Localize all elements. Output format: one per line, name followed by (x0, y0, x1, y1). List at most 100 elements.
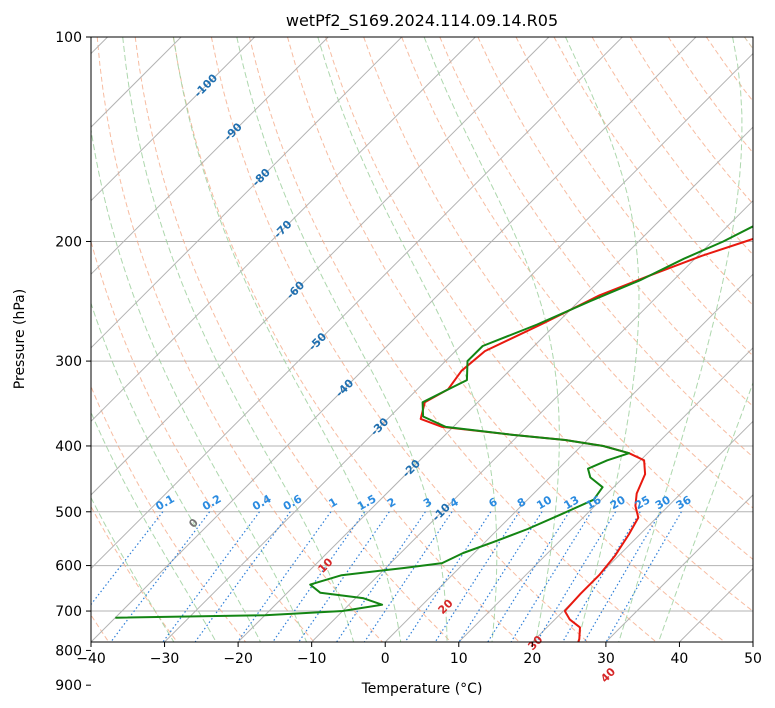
y-tick-label: 200 (55, 234, 82, 250)
isotherm (384, 273, 753, 642)
chart-title: wetPf2_S169.2024.114.09.14.R05 (286, 11, 558, 31)
mixing-ratio-label: 1 (327, 495, 340, 510)
mixing-ratio-label: 2 (385, 495, 398, 510)
dry-adiabat (134, 37, 452, 642)
moist-adiabat (173, 37, 402, 642)
mixing-ratio-line (535, 511, 617, 642)
mixing-ratio-line (487, 511, 570, 642)
dry-adiabat (477, 37, 753, 408)
isotherm (752, 641, 753, 642)
moist-adiabat (91, 496, 175, 642)
moist-adiabat (618, 37, 743, 642)
mixing-ratio-line (162, 511, 260, 642)
dry-adiabat (743, 37, 753, 50)
y-axis-label: Pressure (hPa) (12, 289, 28, 389)
x-tick-label: −40 (76, 651, 106, 667)
mixing-ratio-label: 30 (653, 493, 673, 512)
isotherm (458, 347, 753, 642)
dry-adiabat (325, 37, 753, 612)
mixing-ratio-line (335, 511, 426, 642)
mixing-ratio-label: 0.4 (250, 492, 274, 513)
x-tick-label: −10 (297, 651, 327, 667)
mixing-ratio-line (561, 511, 641, 642)
mixing-ratio-label: 1.5 (355, 492, 378, 513)
mixing-ratio-label: 0.2 (200, 492, 223, 513)
moist-adiabat (565, 37, 640, 642)
dewpoint-trace (115, 225, 753, 619)
x-tick-label: −20 (223, 651, 253, 667)
dry-adiabat (96, 37, 384, 642)
moist-adiabat-label: 40 (598, 665, 618, 685)
mixing-ratio-label: 13 (562, 493, 582, 512)
isotherm (91, 37, 697, 642)
y-tick-label: 800 (55, 643, 82, 659)
background-lines (91, 37, 753, 642)
y-tick-label: 100 (55, 30, 82, 46)
y-tick-label: 400 (55, 439, 82, 455)
moist-adiabat-label: 0 (186, 516, 201, 531)
mixing-ratio-line (297, 511, 390, 642)
x-axis: −40 −30 −20 −10 0 10 20 30 40 50 (76, 642, 762, 667)
isotherm (310, 199, 753, 642)
y-tick-label: 300 (55, 354, 82, 370)
isotherm (678, 567, 753, 642)
x-tick-label: 50 (744, 651, 762, 667)
isotherm (531, 420, 753, 642)
moist-adiabat-label: 30 (525, 633, 545, 653)
isotherm (605, 494, 753, 642)
x-tick-label: −30 (150, 651, 180, 667)
x-tick-label: 40 (671, 651, 689, 667)
plot-frame (90, 36, 754, 643)
moist-adiabat (122, 37, 355, 642)
dry-adiabat (172, 37, 521, 642)
x-tick-label: 0 (381, 651, 390, 667)
moist-adiabat-label: 20 (436, 597, 456, 617)
moist-adiabat (236, 37, 448, 642)
mixing-ratio-label: 3 (421, 495, 434, 510)
isotherm (91, 37, 403, 349)
y-tick-label: 600 (55, 559, 82, 575)
mixing-ratio-label: 16 (584, 493, 604, 512)
moist-adiabat-label: 10 (316, 555, 336, 575)
isotherm (91, 37, 329, 275)
dry-adiabat (401, 37, 753, 509)
isotherm (91, 37, 623, 570)
y-tick-label: 700 (55, 604, 82, 620)
isotherm (91, 37, 476, 423)
dry-adiabat (248, 37, 658, 642)
dry-adiabat (287, 37, 726, 642)
x-tick-label: 20 (523, 651, 541, 667)
isotherm (163, 52, 753, 642)
isotherm (237, 126, 753, 642)
mixing-ratio-label: 0.1 (153, 492, 176, 513)
y-axis: 1002003004005006007008009001000 (55, 30, 91, 694)
x-axis-label: Temperature (°C) (361, 681, 483, 697)
moist-adiabat (91, 411, 217, 642)
moist-adiabat (658, 381, 753, 642)
mixing-ratio-line (458, 511, 543, 642)
dry-adiabat (363, 37, 753, 561)
isotherm (91, 37, 550, 496)
x-tick-label: 30 (597, 651, 615, 667)
dry-adiabat (91, 239, 315, 642)
moist-adiabat (423, 37, 560, 642)
mixing-ratio-line (434, 511, 520, 642)
mixing-ratio-line (510, 511, 592, 642)
mixing-ratio-label: 6 (486, 495, 499, 510)
dry-adiabat (667, 37, 753, 154)
moist-adiabat (91, 301, 262, 642)
mixing-ratio-line (363, 511, 453, 642)
mixing-ratio-label: 10 (534, 493, 554, 512)
moist-adiabat (91, 126, 308, 642)
mixing-ratio-line (404, 511, 492, 642)
sounding-traces (115, 225, 753, 642)
dry-adiabat (439, 37, 753, 458)
mixing-ratio-label: 0.6 (281, 492, 305, 513)
moist-adiabat (317, 37, 498, 642)
x-tick-label: 10 (450, 651, 468, 667)
isotherm (91, 37, 256, 202)
y-tick-label: 900 (55, 678, 82, 694)
mixing-ratio-label: 8 (515, 495, 528, 510)
mixing-ratio-line (194, 511, 291, 642)
